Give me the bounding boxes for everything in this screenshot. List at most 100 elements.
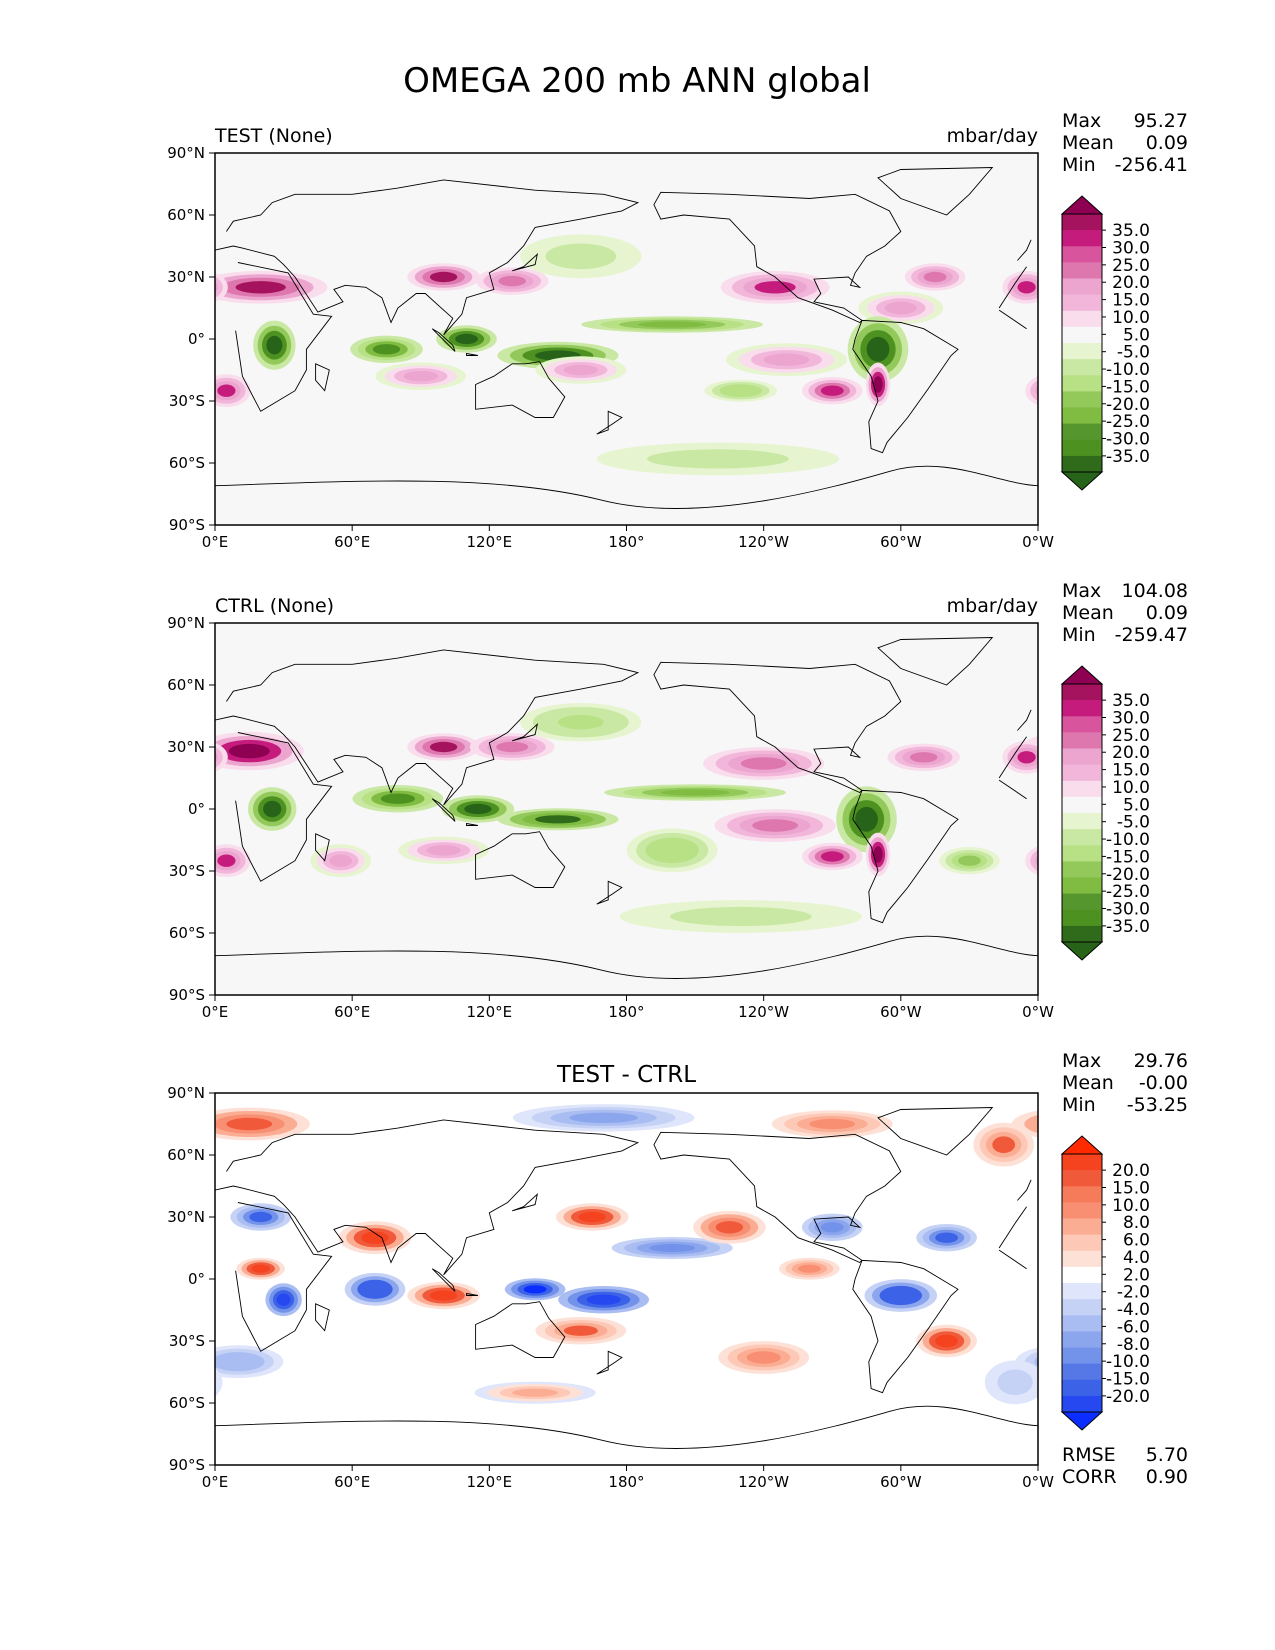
field-contour-6-3: [263, 800, 282, 818]
y-tick-label: 30°N: [167, 1208, 205, 1226]
coastline-2: [653, 661, 902, 794]
coastline-4: [475, 361, 566, 418]
colorbar-band: [1062, 925, 1102, 943]
field-contour-4-3: [249, 1211, 273, 1223]
coastline-antarctica: [215, 465, 1038, 509]
colorbar-label: 5.0: [1123, 795, 1150, 815]
y-tick-label: 90°N: [167, 614, 205, 632]
colorbar-band: [1062, 1154, 1102, 1171]
field-contour-2-3: [809, 1118, 856, 1130]
panel-title-left: TEST (None): [214, 125, 333, 147]
y-tick-label: 60°S: [169, 454, 205, 472]
colorbar-band: [1062, 278, 1102, 296]
stat-value-mean: 0.09: [1146, 132, 1188, 154]
colorbar-band: [1062, 326, 1102, 344]
coastline-7: [466, 822, 478, 826]
field-contour-11-3: [586, 1294, 621, 1305]
colorbar-label: 10.0: [1112, 778, 1150, 798]
colorbar-band: [1062, 1186, 1102, 1203]
colorbar-band: [1062, 909, 1102, 927]
stat-label-mean: Mean: [1062, 602, 1114, 624]
field-contour-18-3: [935, 1334, 958, 1348]
field-contour-15-3: [763, 353, 810, 366]
colorbar-band: [1062, 700, 1102, 717]
coastline-8: [596, 880, 623, 905]
stat-label-rmse: RMSE: [1062, 1444, 1116, 1466]
field-contour-9-3: [535, 815, 581, 824]
colorbar-band: [1062, 214, 1102, 231]
coastline-3: [852, 1259, 959, 1394]
y-tick-label: 60°S: [169, 924, 205, 942]
colorbar-band: [1062, 230, 1102, 247]
colorbar-label: 6.0: [1123, 1231, 1150, 1251]
colorbar-band: [1062, 1395, 1102, 1413]
colorbar-band: [1062, 748, 1102, 766]
field-contour-2-3: [496, 741, 529, 753]
field-contour-17-3: [1040, 855, 1058, 867]
coastline-8: [596, 1350, 623, 1375]
field-contour-3-3: [992, 1136, 1016, 1153]
field-contour-17-2: [1035, 384, 1038, 397]
stat-label-max: Max: [1062, 580, 1101, 602]
field-contour-14-3: [426, 845, 461, 856]
field-contour-20-3: [220, 1355, 255, 1368]
coastline-7: [466, 352, 478, 356]
colorbar-label: 10.0: [1112, 1196, 1150, 1216]
coastline-3: [852, 319, 959, 454]
field-contour-6-3: [251, 1264, 270, 1273]
coastline-antarctica: [215, 1405, 1038, 1449]
x-tick-label: 120°W: [738, 533, 789, 551]
coastline-0: [235, 262, 1027, 412]
field-contour-6-3: [266, 335, 283, 355]
field-contour-13-3: [649, 1243, 696, 1253]
stat-value-min: -259.47: [1115, 624, 1188, 646]
colorbar-frame: [1061, 213, 1103, 473]
field-contour-20-2: [1034, 1356, 1038, 1367]
field-contour-5-3: [361, 1231, 389, 1244]
field-contour-9-3: [429, 1290, 458, 1301]
colorbar-band: [1062, 391, 1102, 408]
field-contour-14-3: [715, 1221, 744, 1234]
field-contour-16-3: [820, 851, 844, 862]
colorbar-label: 2.0: [1123, 1265, 1150, 1285]
field-contour-10-3: [637, 321, 707, 328]
colorbar-band: [1062, 813, 1102, 830]
colorbar-label: 5.0: [1123, 325, 1150, 345]
colorbar-label: 30.0: [1112, 238, 1150, 258]
x-tick-label: 120°E: [467, 533, 513, 551]
field-contour-0-3: [228, 743, 270, 759]
panel-diff: 0°E 60°E 120°E 180° 120°W 60°W 0°W 90°N 60°N 30°N…: [167, 1050, 1188, 1491]
field-contour-23-2: [174, 1370, 209, 1396]
colorbar-band: [1062, 1315, 1102, 1332]
y-tick-label: 60°N: [167, 206, 205, 224]
colorbar-band: [1062, 1250, 1102, 1268]
y-tick-label: 90°S: [169, 986, 205, 1004]
figure-title: OMEGA 200 mb ANN global: [403, 61, 871, 101]
field-contour-19-3: [563, 1325, 598, 1336]
colorbar-band: [1062, 893, 1102, 911]
colorbar-band: [1062, 423, 1102, 441]
y-tick-label: 60°N: [167, 1146, 205, 1164]
colorbar-band: [1062, 1363, 1102, 1381]
x-tick-label: 0°E: [202, 1473, 229, 1491]
stat-value-max: 95.27: [1134, 110, 1188, 132]
field-layer: [174, 1104, 1038, 1405]
colorbar-label: 25.0: [1112, 726, 1150, 746]
colorbar-label: -30.0: [1106, 430, 1150, 450]
field-contour-23-3: [1003, 1374, 1027, 1391]
colorbar-label: 8.0: [1123, 1213, 1150, 1233]
coastline-6: [431, 328, 456, 352]
colorbar-label: 15.0: [1112, 761, 1150, 781]
field-contour-5-3: [1017, 281, 1036, 294]
colorbar-label: -25.0: [1106, 882, 1150, 902]
field-layer: [215, 234, 1038, 476]
field-contour-4-3: [910, 752, 938, 763]
field-contour-20-3: [557, 247, 604, 265]
field-contour-10-3: [523, 1285, 547, 1294]
field-contour-20-3: [557, 715, 604, 730]
coastlines: [215, 1107, 1032, 1394]
stat-label-min: Min: [1062, 624, 1096, 646]
colorbar-label: 15.0: [1112, 291, 1150, 311]
colorbar-band: [1062, 764, 1102, 782]
colorbar-band: [1062, 455, 1102, 473]
